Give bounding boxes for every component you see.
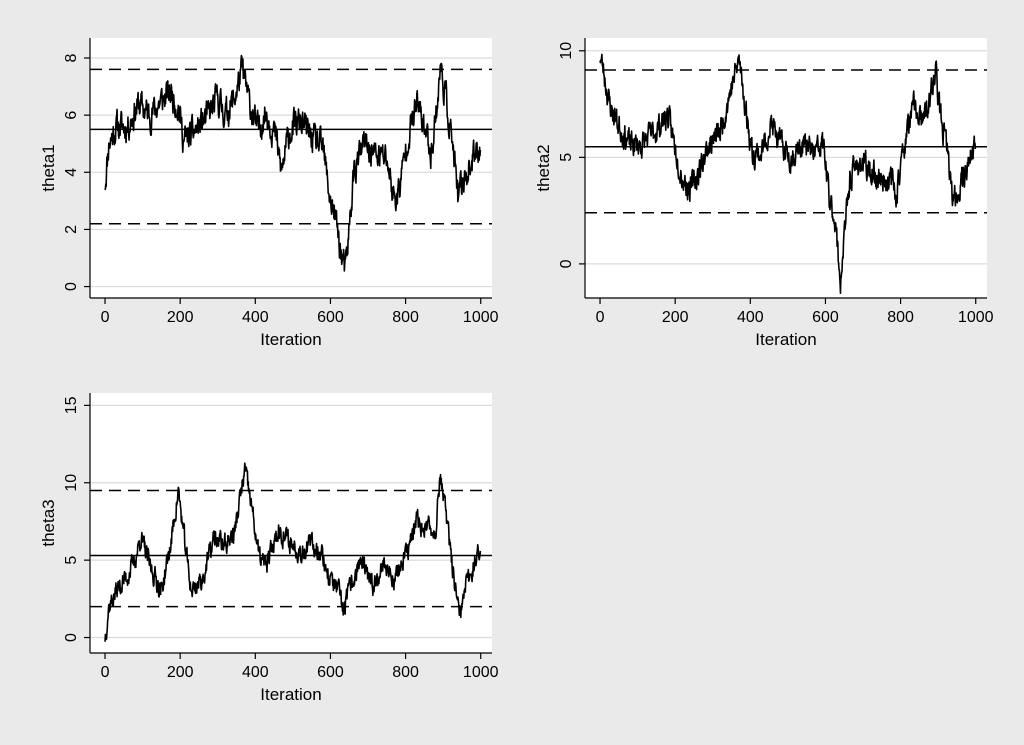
x-tick-label: 800 (392, 664, 419, 681)
y-axis-title: theta2 (534, 144, 553, 191)
x-tick-label: 400 (737, 309, 764, 326)
x-tick-label: 400 (242, 664, 269, 681)
x-tick-label: 600 (812, 309, 839, 326)
y-tick-label: 10 (558, 42, 575, 60)
plot-area (585, 38, 987, 298)
trace-series (104, 54, 482, 272)
x-axis-title: Iteration (260, 330, 321, 349)
y-tick-label: 5 (558, 153, 575, 162)
x-tick-label: 0 (101, 664, 110, 681)
axes: 0 200 400 600 800 1000 0 5 10 15 (63, 393, 499, 681)
trace-series (599, 53, 977, 294)
x-axis-title: Iteration (755, 330, 816, 349)
axes: 0 200 400 600 800 1000 0 2 4 6 8 (63, 38, 499, 326)
trace-line (104, 54, 482, 272)
y-tick-label: 0 (558, 259, 575, 268)
plot-area (90, 393, 492, 653)
x-tick-label: 0 (596, 309, 605, 326)
y-tick-label: 15 (63, 396, 80, 414)
y-tick-label: 8 (63, 53, 80, 62)
x-tick-label: 400 (242, 309, 269, 326)
y-tick-label: 0 (63, 633, 80, 642)
trace-line (599, 53, 977, 294)
y-tick-label: 10 (63, 474, 80, 492)
reference-lines (90, 489, 492, 608)
x-tick-label: 600 (317, 664, 344, 681)
y-tick-label: 2 (63, 225, 80, 234)
x-tick-label: 1000 (463, 664, 499, 681)
x-tick-label: 200 (662, 309, 689, 326)
x-tick-label: 800 (392, 309, 419, 326)
y-axis-title: theta1 (39, 144, 58, 191)
x-tick-label: 200 (167, 664, 194, 681)
panel-theta3: 0 200 400 600 800 1000 0 5 10 15 Iteration theta3 (39, 393, 499, 704)
x-tick-label: 1000 (463, 309, 499, 326)
trace-line (104, 462, 482, 642)
panel-theta1: 0 200 400 600 800 1000 0 2 4 6 8 Iteration theta1 (39, 38, 499, 349)
trace-series (104, 462, 482, 642)
plot-area (90, 38, 492, 298)
gridlines (90, 404, 492, 639)
x-tick-label: 800 (887, 309, 914, 326)
axes: 0 200 400 600 800 1000 0 5 10 (558, 38, 994, 326)
x-tick-label: 0 (101, 309, 110, 326)
y-tick-label: 4 (63, 168, 80, 177)
y-axis-title: theta3 (39, 499, 58, 546)
x-tick-label: 200 (167, 309, 194, 326)
x-tick-label: 600 (317, 309, 344, 326)
y-tick-label: 5 (63, 556, 80, 565)
panel-theta2: 0 200 400 600 800 1000 0 5 10 Iteration theta2 (534, 38, 994, 349)
y-tick-label: 0 (63, 282, 80, 291)
x-axis-title: Iteration (260, 685, 321, 704)
y-tick-label: 6 (63, 111, 80, 120)
x-tick-label: 1000 (958, 309, 994, 326)
